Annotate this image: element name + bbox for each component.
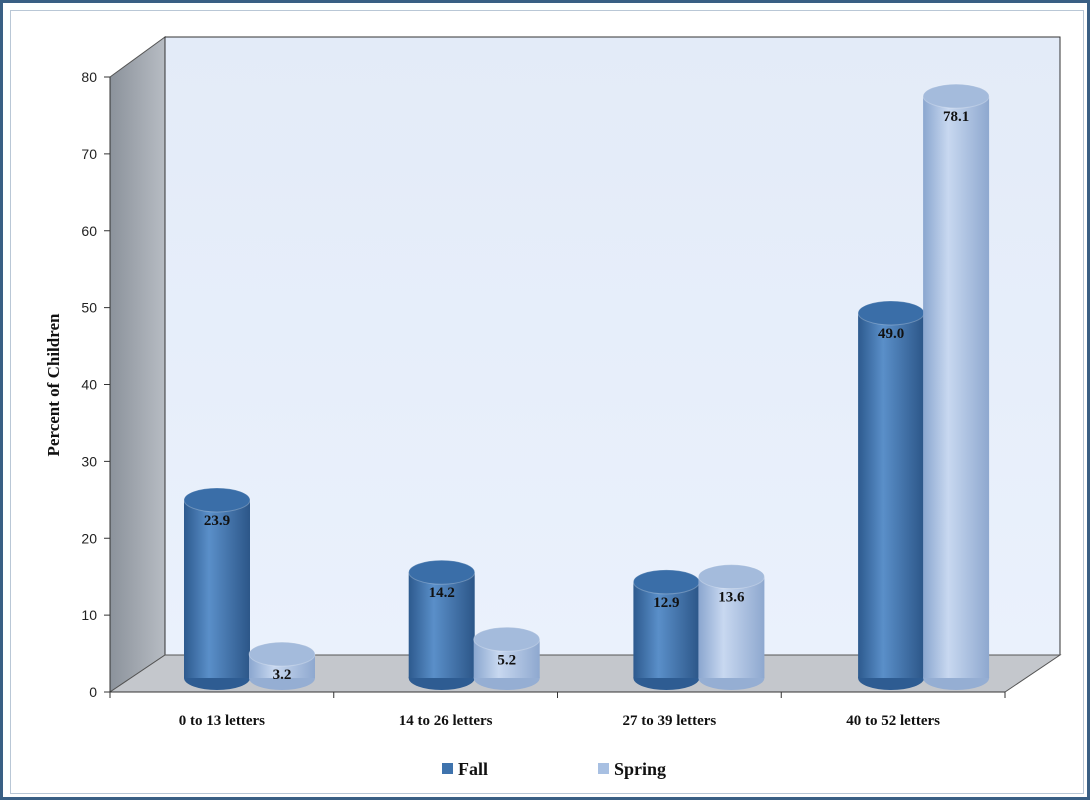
y-tick-label: 20: [81, 530, 97, 546]
bar-spring: [922, 83, 990, 690]
data-label: 3.2: [273, 667, 292, 683]
data-label: 13.6: [718, 590, 745, 606]
legend-swatch-spring: [598, 763, 609, 774]
y-tick-label: 60: [81, 223, 97, 239]
y-axis-label: Percent of Children: [44, 313, 63, 456]
data-label: 49.0: [878, 326, 904, 342]
data-label: 5.2: [497, 652, 516, 668]
y-tick-label: 10: [81, 607, 97, 623]
legend-label-fall: Fall: [458, 759, 488, 779]
legend: Fall Spring: [442, 759, 666, 779]
x-tick-label: 14 to 26 letters: [399, 713, 493, 729]
bar-fall: [632, 569, 700, 690]
data-label: 14.2: [429, 585, 455, 601]
y-tick-label: 80: [81, 69, 97, 85]
x-tick-label: 27 to 39 letters: [623, 713, 717, 729]
bar-fall: [857, 300, 925, 690]
y-tick-label: 70: [81, 146, 97, 162]
y-tick-label: 0: [89, 684, 97, 700]
side-wall: [109, 36, 166, 693]
bar-spring: [697, 564, 765, 690]
bar-fall: [183, 487, 251, 690]
chart-border: [10, 10, 1084, 794]
x-tick-label: 0 to 13 letters: [179, 713, 265, 729]
y-tick-label: 40: [81, 377, 97, 393]
legend-label-spring: Spring: [614, 759, 666, 779]
y-tick-label: 30: [81, 453, 97, 469]
data-label: 12.9: [653, 595, 679, 611]
bar-spring: [473, 626, 541, 690]
data-label: 23.9: [204, 513, 230, 529]
x-tick-label: 40 to 52 letters: [846, 713, 940, 729]
bar-fall: [408, 559, 476, 690]
data-label: 78.1: [943, 109, 969, 125]
bar-spring: [248, 641, 316, 690]
y-tick-label: 50: [81, 300, 97, 316]
legend-swatch-fall: [442, 763, 453, 774]
